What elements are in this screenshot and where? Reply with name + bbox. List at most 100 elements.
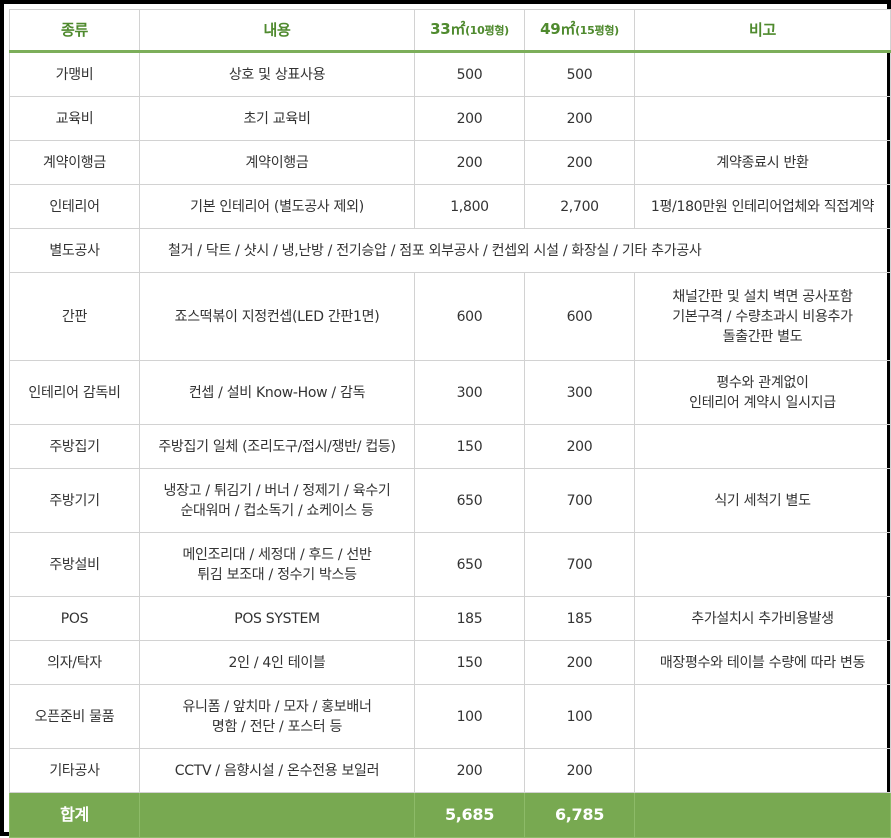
row-content-line: 명함 / 전단 / 포스터 등 (211, 718, 343, 735)
row-content: 계약이행금 (139, 140, 415, 185)
row-note: 계약종료시 반환 (634, 140, 891, 185)
header-row: 종류 내용 33㎡(10평형) 49㎡(15평형) 비고 (9, 9, 891, 53)
row-value-33: 500 (414, 51, 525, 97)
row-value-33: 650 (414, 468, 525, 533)
row-type: 간판 (9, 272, 140, 361)
row-content-wide: 철거 / 닥트 / 샷시 / 냉,난방 / 전기승압 / 점포 외부공사 / 컨… (139, 228, 891, 273)
row-note-line: 채널간판 및 설치 벽면 공사포함 (672, 288, 853, 305)
row-value-49: 200 (524, 424, 635, 469)
total-content (139, 792, 415, 838)
row-content-line: 순대워머 / 컵소독기 / 쇼케이스 등 (180, 502, 374, 519)
row-value-49: 200 (524, 140, 635, 185)
row-type: 인테리어 (9, 184, 140, 229)
row-type: 주방설비 (9, 532, 140, 597)
total-note (634, 792, 891, 838)
row-note-line: 추가설치시 추가비용발생 (691, 610, 834, 627)
row-note-line: 식기 세척기 별도 (714, 492, 811, 509)
row-type: 기타공사 (9, 748, 140, 793)
row-value-33: 650 (414, 532, 525, 597)
row-value-33: 200 (414, 748, 525, 793)
row-value-49: 200 (524, 640, 635, 685)
row-value-49: 2,700 (524, 184, 635, 229)
total-value-49: 6,785 (524, 792, 635, 838)
header-size-49-main: 49㎡ (540, 20, 576, 38)
row-content: 냉장고 / 튀김기 / 버너 / 정제기 / 육수기 순대워머 / 컵소독기 /… (139, 468, 415, 533)
row-content-line: 상호 및 상표사용 (228, 66, 326, 83)
table-row: 교육비 초기 교육비 200 200 (9, 96, 891, 141)
row-value-33: 300 (414, 360, 525, 425)
row-note-line: 계약종료시 반환 (716, 154, 809, 171)
row-content-line: 컨셉 / 설비 Know-How / 감독 (188, 384, 366, 401)
row-value-33: 150 (414, 640, 525, 685)
row-note (634, 532, 891, 597)
row-note (634, 96, 891, 141)
row-note: 추가설치시 추가비용발생 (634, 596, 891, 641)
row-value-49: 100 (524, 684, 635, 749)
row-content: 메인조리대 / 세정대 / 후드 / 선반 튀김 보조대 / 정수기 박스등 (139, 532, 415, 597)
table-row: 오픈준비 물품 유니폼 / 앞치마 / 모자 / 홍보배너 명함 / 전단 / … (9, 684, 891, 749)
row-type: 주방기기 (9, 468, 140, 533)
row-content: 죠스떡볶이 지정컨셉(LED 간판1면) (139, 272, 415, 361)
row-content: 상호 및 상표사용 (139, 51, 415, 97)
row-type: 교육비 (9, 96, 140, 141)
row-value-33: 100 (414, 684, 525, 749)
header-size-33: 33㎡(10평형) (414, 9, 525, 53)
row-content-line: POS SYSTEM (234, 610, 320, 627)
row-note-line: 인테리어 계약시 일시지급 (689, 394, 836, 411)
row-note-line: 돌출간판 별도 (722, 328, 803, 345)
row-note: 1평/180만원 인테리어업체와 직접계약 (634, 184, 891, 229)
row-type: POS (9, 596, 140, 641)
total-row: 합계 5,685 6,785 (9, 792, 891, 838)
row-type: 계약이행금 (9, 140, 140, 185)
row-value-33: 185 (414, 596, 525, 641)
row-value-33: 200 (414, 96, 525, 141)
row-note (634, 51, 891, 97)
header-type: 종류 (9, 9, 140, 53)
row-content-line: 메인조리대 / 세정대 / 후드 / 선반 (182, 546, 372, 563)
row-type: 주방집기 (9, 424, 140, 469)
header-content: 내용 (139, 9, 415, 53)
row-content: CCTV / 음향시설 / 온수전용 보일러 (139, 748, 415, 793)
header-note: 비고 (634, 9, 891, 53)
row-note (634, 684, 891, 749)
header-size-49: 49㎡(15평형) (524, 9, 635, 53)
row-content-line: 계약이행금 (245, 154, 309, 171)
franchise-cost-table: 종류 내용 33㎡(10평형) 49㎡(15평형) 비고 가맹비 상호 및 상표… (9, 9, 891, 838)
row-note: 채널간판 및 설치 벽면 공사포함 기본구격 / 수량초과시 비용추가 돌출간판… (634, 272, 891, 361)
row-type: 가맹비 (9, 51, 140, 97)
row-content: POS SYSTEM (139, 596, 415, 641)
row-note: 매장평수와 테이블 수량에 따라 변동 (634, 640, 891, 685)
header-size-33-sub: (10평형) (465, 24, 509, 37)
total-label: 합계 (9, 792, 140, 838)
row-content-line: 냉장고 / 튀김기 / 버너 / 정제기 / 육수기 (163, 482, 391, 499)
total-value-33: 5,685 (414, 792, 525, 838)
table-row: 인테리어 감독비 컨셉 / 설비 Know-How / 감독 300 300 평… (9, 360, 891, 425)
row-type: 인테리어 감독비 (9, 360, 140, 425)
row-type: 의자/탁자 (9, 640, 140, 685)
row-type: 오픈준비 물품 (9, 684, 140, 749)
row-content: 컨셉 / 설비 Know-How / 감독 (139, 360, 415, 425)
row-value-33: 200 (414, 140, 525, 185)
table-row: 주방집기 주방집기 일체 (조리도구/접시/쟁반/ 컵등) 150 200 (9, 424, 891, 469)
row-note: 평수와 관계없이 인테리어 계약시 일시지급 (634, 360, 891, 425)
row-value-49: 200 (524, 748, 635, 793)
row-type: 별도공사 (9, 228, 140, 273)
row-value-33: 150 (414, 424, 525, 469)
row-note (634, 748, 891, 793)
row-value-33: 600 (414, 272, 525, 361)
table-row: 계약이행금 계약이행금 200 200 계약종료시 반환 (9, 140, 891, 185)
row-content-line: 튀김 보조대 / 정수기 박스등 (197, 566, 357, 583)
table-row: 인테리어 기본 인테리어 (별도공사 제외) 1,800 2,700 1평/18… (9, 184, 891, 229)
row-note-line: 1평/180만원 인테리어업체와 직접계약 (650, 198, 875, 215)
row-value-49: 700 (524, 468, 635, 533)
row-content-line: 주방집기 일체 (조리도구/접시/쟁반/ 컵등) (158, 438, 396, 455)
header-size-49-sub: (15평형) (575, 24, 619, 37)
row-content-line: 초기 교육비 (243, 110, 311, 127)
row-value-49: 200 (524, 96, 635, 141)
row-content: 2인 / 4인 테이블 (139, 640, 415, 685)
row-note-line: 기본구격 / 수량초과시 비용추가 (672, 308, 853, 325)
row-content: 유니폼 / 앞치마 / 모자 / 홍보배너 명함 / 전단 / 포스터 등 (139, 684, 415, 749)
row-content: 초기 교육비 (139, 96, 415, 141)
row-note (634, 424, 891, 469)
